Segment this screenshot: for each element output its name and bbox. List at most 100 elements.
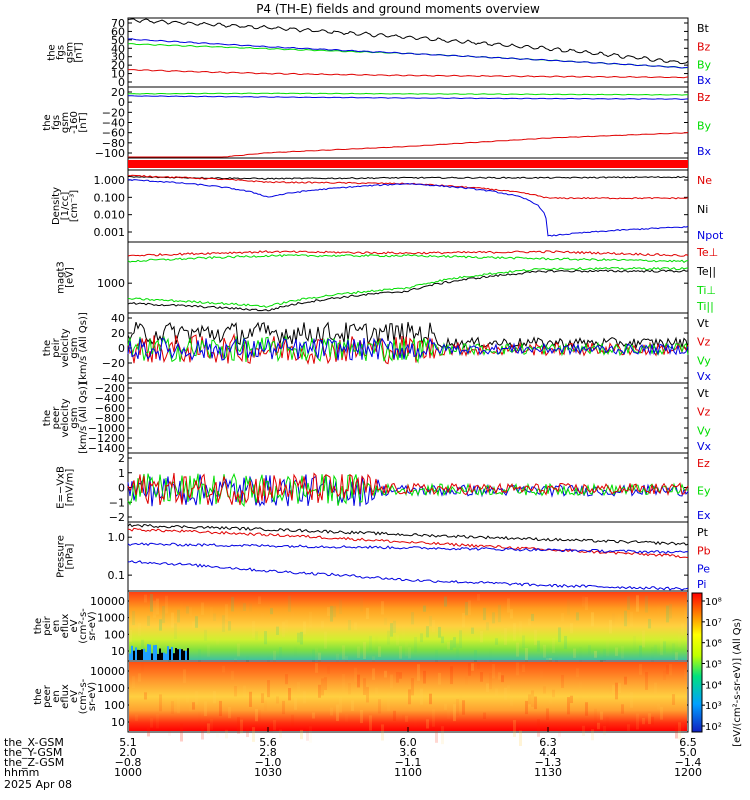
spectrogram-cell	[519, 621, 522, 638]
spectrogram-cell	[402, 625, 405, 641]
spectrogram-cell	[600, 711, 603, 720]
spectrogram-cell	[480, 672, 483, 682]
y-axis-label-line: peir	[51, 337, 62, 357]
spectrogram-cell	[591, 612, 594, 627]
spectrogram-cell	[258, 709, 261, 722]
spectrogram-cell	[297, 632, 300, 643]
legend-ex: Ex	[697, 509, 711, 522]
spectrogram-cell	[237, 717, 240, 734]
trace-by	[127, 92, 689, 96]
spectrogram-cell	[189, 607, 192, 617]
spectrogram-cell	[444, 596, 447, 607]
spectrogram-cell	[453, 637, 456, 648]
spectrogram-cell	[159, 619, 162, 631]
spectrogram-cell	[609, 681, 612, 693]
spectrogram-cell	[594, 650, 597, 658]
y-axis-label-line: [nT]	[74, 42, 85, 62]
spectrogram-cell	[276, 626, 279, 635]
spectrogram-cell	[270, 723, 273, 732]
spectrogram-cell	[501, 675, 504, 683]
spectrogram-cell	[408, 647, 411, 659]
spectrogram-cell	[273, 650, 276, 663]
spectrogram-cell	[297, 681, 300, 692]
spectrogram-cell	[378, 646, 381, 657]
spectrogram-cell	[198, 649, 201, 667]
spectrogram-cell	[300, 631, 303, 645]
spectrogram-cell	[153, 645, 155, 660]
spectrogram-cell	[135, 647, 137, 660]
spectrogram-cell	[393, 620, 396, 633]
spectrogram-cell	[498, 604, 501, 623]
spectrogram-cell	[540, 669, 543, 678]
spectrogram-cell	[144, 692, 147, 700]
trace-pi	[127, 560, 689, 591]
spectrogram-cell	[159, 694, 162, 712]
y-axis-label-line: en	[51, 690, 62, 703]
spectrogram-cell	[270, 608, 273, 615]
spectrogram-cell	[351, 700, 354, 711]
spectrogram-cell	[405, 715, 408, 723]
spectrogram-cell	[216, 730, 219, 738]
spectrogram-cell	[133, 650, 135, 660]
spectrogram-cell	[321, 678, 324, 696]
spectrogram-cell	[585, 596, 588, 611]
spectrogram-cell	[210, 718, 213, 730]
y-axis-label-line: the	[42, 340, 53, 356]
spectrogram-cell	[522, 635, 525, 648]
spectrogram-cell	[309, 726, 312, 743]
spectrogram-cell	[131, 645, 133, 660]
spectrogram-cell	[414, 711, 417, 727]
spectrogram-cell	[591, 729, 594, 741]
spectrogram-cell	[543, 686, 546, 694]
spectrogram-texture	[129, 593, 687, 675]
spectrogram-cell	[162, 694, 165, 709]
spectrogram-cell	[333, 606, 336, 618]
y-axis-label-line: magt3	[56, 261, 67, 294]
spectrogram-cell	[645, 595, 648, 613]
spectrogram-cell	[243, 603, 246, 611]
colorbar-tick-label: 10⁷	[705, 618, 722, 629]
spectrogram-cell	[396, 671, 399, 683]
spectrogram-cell	[519, 730, 522, 746]
spectrogram-cell	[285, 619, 288, 633]
spectrogram-cell	[636, 595, 639, 612]
legend-pt: Pt	[697, 526, 709, 539]
spectrogram-cell	[534, 629, 537, 646]
y-axis-label-line: sr-eV)	[87, 611, 98, 640]
y-tick-label: −60	[102, 127, 125, 140]
spectrogram-cell	[255, 708, 258, 722]
y-axis-label-line: the	[33, 618, 44, 634]
trace-ne	[127, 174, 689, 200]
spectrogram-cell	[150, 593, 153, 612]
legend-bz: Bz	[697, 91, 711, 104]
spectrogram-cell	[300, 729, 303, 740]
spectrogram-cell	[363, 641, 366, 659]
spectrogram-cell	[360, 710, 363, 724]
y-tick-label: 0	[118, 482, 125, 495]
trace-te	[127, 269, 689, 312]
spectrogram-cell	[579, 647, 582, 663]
y-tick-label: 10	[111, 645, 125, 658]
colorbar-tick-label: 10²	[705, 722, 722, 733]
trace-bx	[128, 95, 689, 100]
spectrogram-cell	[174, 706, 177, 713]
colorbar-tick-label: 10⁸	[705, 597, 722, 608]
spectrogram-cell	[315, 647, 318, 662]
y-axis-label-line: [nPa]	[65, 543, 76, 569]
y-tick-label: 100	[104, 699, 125, 712]
colorbar-tick-label: 10³	[705, 701, 722, 712]
spectrogram-cell	[588, 645, 591, 655]
y-tick-label: 1.0	[108, 531, 126, 544]
spectrogram-cell	[453, 704, 456, 722]
spectrogram-cell	[534, 696, 537, 710]
trace-bz	[127, 69, 689, 79]
spectrogram-cell	[651, 647, 654, 665]
y-tick-label: 1000	[97, 277, 125, 290]
x-row-value: 1030	[254, 766, 282, 779]
spectrogram-cell	[624, 676, 627, 685]
spectrogram-cell	[141, 639, 144, 648]
y-axis-label-line: peir	[42, 615, 53, 635]
spectrogram-cell	[492, 612, 495, 624]
y-tick-label: 60	[111, 25, 125, 38]
